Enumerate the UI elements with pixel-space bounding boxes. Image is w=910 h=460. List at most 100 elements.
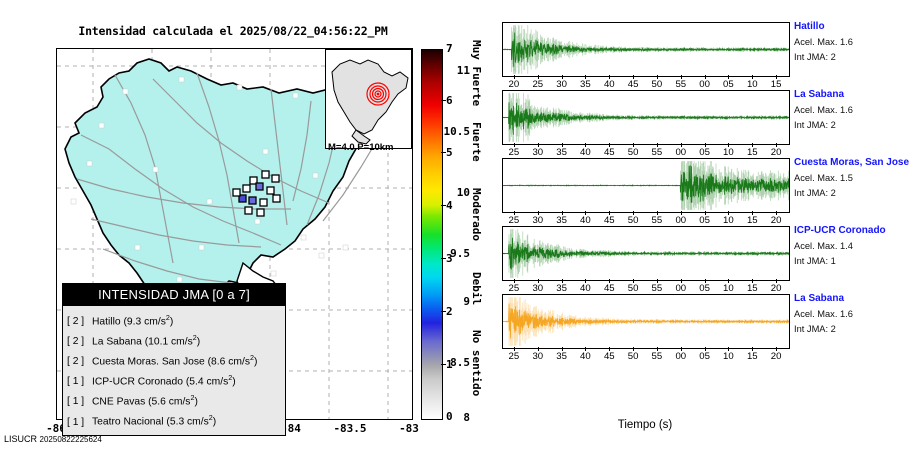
axis-tick <box>609 75 611 79</box>
colorbar-label: Fuerte <box>470 122 483 162</box>
axis-tick-label: 00 <box>675 351 687 362</box>
axis-tick <box>680 75 682 79</box>
axis-tick <box>561 211 563 215</box>
station-accel: Acel. Max. 1.6 <box>794 37 853 47</box>
axis-tick-label: 10 <box>746 79 758 90</box>
axis-tick <box>537 279 539 283</box>
axis-tick-label: 55 <box>651 215 663 226</box>
axis-tick <box>513 347 515 351</box>
list-item: [ 2 ] La Sabana (10.1 cm/s2) <box>67 333 201 348</box>
axis-tick-label: 55 <box>675 79 687 90</box>
axis-tick <box>776 211 778 215</box>
axis-tick <box>656 143 658 147</box>
station-jma: Int JMA: 1 <box>794 256 836 266</box>
axis-tick-label: 00 <box>699 79 710 90</box>
axis-tick <box>728 347 730 351</box>
axis-tick-label: 05 <box>699 351 710 362</box>
axis-tick <box>776 75 778 79</box>
axis-tick-label: 35 <box>556 147 567 158</box>
waveform-plot[interactable] <box>502 158 790 213</box>
axis-tick <box>728 211 730 215</box>
axis-tick-label: 45 <box>603 147 615 158</box>
time-axis: 20 25 30 35 40 45 50 55 00 05 10 15 <box>502 75 788 91</box>
axis-tick-label: 30 <box>532 283 544 294</box>
axis-tick <box>585 211 587 215</box>
axis-tick-label: 40 <box>580 147 591 158</box>
axis-tick <box>513 279 515 283</box>
list-item: [ 1 ] CNE Pavas (5.6 cm/s2) <box>67 393 198 408</box>
axis-tick <box>537 211 539 215</box>
station-name: La Sabana <box>794 89 845 100</box>
axis-tick <box>656 279 658 283</box>
axis-tick-label: 55 <box>651 283 663 294</box>
axis-tick-label: 10 <box>723 147 734 158</box>
inset-graphic <box>326 50 411 148</box>
map-y-tick: 9.5 <box>450 247 470 260</box>
axis-tick <box>561 279 563 283</box>
waveform-plot[interactable] <box>502 226 790 281</box>
axis-tick <box>537 347 539 351</box>
axis-tick <box>752 75 754 79</box>
map-panel: Intensidad calculada el 2025/08/22_04:56… <box>4 24 483 444</box>
inset-locator-map[interactable] <box>325 49 412 149</box>
map-x-tick: -83 <box>399 422 419 435</box>
footer: LISUCR 20250822225624 <box>4 434 102 444</box>
axis-tick <box>680 143 682 147</box>
axis-tick-label: 10 <box>723 215 734 226</box>
waveform-plot[interactable] <box>502 90 790 145</box>
map-y-tick: 8 <box>463 411 470 424</box>
station-name: ICP-UCR Coronado <box>794 225 886 236</box>
seismogram-row: 25 30 35 40 45 50 55 00 05 10 15 20 Cuesta Moras, Sa… <box>492 157 910 226</box>
axis-tick-label: 15 <box>746 215 758 226</box>
axis-tick-label: 15 <box>770 79 782 90</box>
axis-tick <box>704 279 706 283</box>
axis-tick-label: 35 <box>556 215 567 226</box>
axis-tick <box>609 211 611 215</box>
axis-tick <box>704 75 706 79</box>
waveform-plot[interactable] <box>502 294 790 349</box>
axis-tick-label: 20 <box>770 215 782 226</box>
list-item: [ 2 ] Hatillo (9.3 cm/s2) <box>67 313 174 328</box>
colorbar-tick: 4 <box>446 199 453 212</box>
list-item: [ 1 ] ICP-UCR Coronado (5.4 cm/s2) <box>67 373 236 388</box>
station-info: ICP-UCR Coronado Acel. Max. 1.4 Int JMA: 1 <box>794 225 910 266</box>
axis-tick-label: 30 <box>532 351 544 362</box>
axis-tick <box>656 75 658 79</box>
axis-tick <box>776 347 778 351</box>
seismogram-row: 20 25 30 35 40 45 50 55 00 05 10 15 Hatillo Acel. Max… <box>492 21 910 91</box>
axis-tick <box>752 211 754 215</box>
station-name: Cuesta Moras, San Jose <box>794 157 910 168</box>
legend-box: INTENSIDAD JMA [0 a 7] [ 2 ] Hatillo (9.3… <box>62 283 286 437</box>
seismogram-panel: 20 25 30 35 40 45 50 55 00 05 10 15 Hatillo Acel. Max… <box>492 0 910 460</box>
axis-tick <box>728 143 730 147</box>
axis-tick <box>704 347 706 351</box>
axis-tick-label: 25 <box>508 215 520 226</box>
axis-tick <box>561 347 563 351</box>
axis-tick-label: 35 <box>580 79 591 90</box>
axis-tick-label: 45 <box>603 351 615 362</box>
colorbar-tick: 5 <box>446 146 453 159</box>
colorbar-tick: 7 <box>446 42 453 55</box>
axis-tick-label: 10 <box>723 351 734 362</box>
colorbar-label: Muy Fuerte <box>470 40 483 107</box>
station-jma: Int JMA: 2 <box>794 188 836 198</box>
epicenter-icon <box>366 82 390 106</box>
time-axis: 25 30 35 40 45 50 55 00 05 10 15 20 <box>502 347 788 363</box>
axis-tick <box>752 143 754 147</box>
axis-tick <box>585 143 587 147</box>
list-item: [ 1 ] Teatro Nacional (5.3 cm/s2) <box>67 413 217 428</box>
axis-tick <box>537 143 539 147</box>
waveform-graphic <box>503 161 789 210</box>
axis-tick-label: 30 <box>556 79 567 90</box>
station-accel: Acel. Max. 1.6 <box>794 309 853 319</box>
axis-tick-label: 20 <box>508 79 520 90</box>
record-id: 20250822225624 <box>39 435 102 444</box>
waveform-plot[interactable] <box>502 22 790 77</box>
axis-tick-label: 40 <box>580 215 591 226</box>
station-jma: Int JMA: 2 <box>794 52 836 62</box>
axis-tick <box>680 347 682 351</box>
time-axis: 25 30 35 40 45 50 55 00 05 10 15 20 <box>502 279 788 295</box>
list-item: [ 2 ] Cuesta Moras. San Jose (8.6 cm/s2) <box>67 353 258 368</box>
intensity-colorbar <box>421 49 443 420</box>
axis-tick <box>609 143 611 147</box>
